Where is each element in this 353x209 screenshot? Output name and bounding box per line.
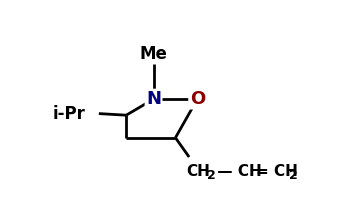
Text: — CH: — CH xyxy=(213,164,267,179)
Text: CH: CH xyxy=(186,164,210,179)
Text: 2: 2 xyxy=(207,169,216,182)
Text: O: O xyxy=(190,90,205,108)
Text: 2: 2 xyxy=(289,169,298,182)
Text: = CH: = CH xyxy=(256,164,298,179)
Text: N: N xyxy=(146,90,161,108)
Text: i-Pr: i-Pr xyxy=(52,104,85,123)
Text: Me: Me xyxy=(140,45,167,63)
